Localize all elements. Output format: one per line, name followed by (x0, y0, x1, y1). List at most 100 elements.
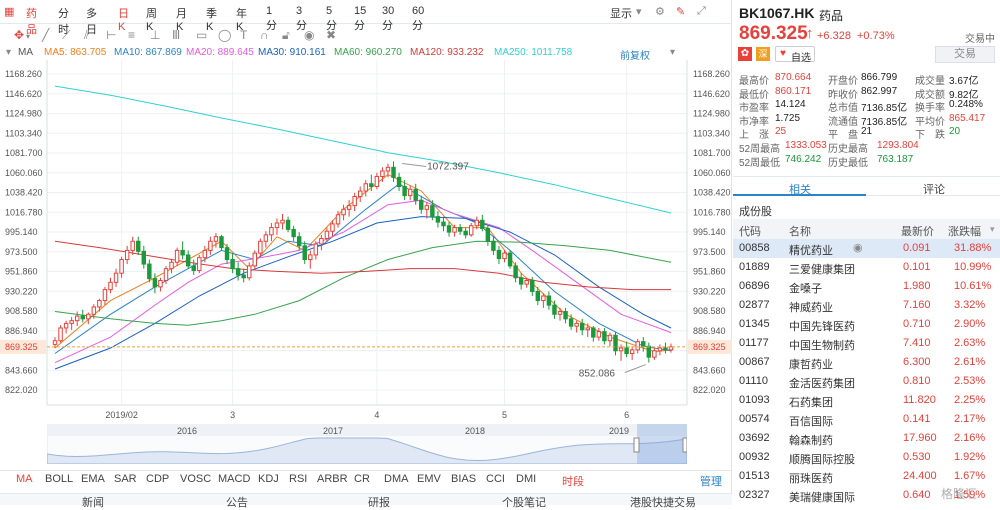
navigator-handle-right[interactable] (682, 437, 688, 453)
candle (58, 325, 63, 343)
period-tab-11[interactable]: 15分 (354, 5, 367, 32)
indicator-tab-rsi[interactable]: RSI (289, 473, 308, 485)
trash-icon[interactable]: ✖ (326, 28, 337, 42)
quote-field-value: 7136.85亿 (861, 103, 908, 115)
indicator-tab-cr[interactable]: CR (354, 473, 370, 485)
period-tab-7[interactable]: 年K (236, 8, 247, 33)
indicator-tab-ma[interactable]: MA (16, 473, 33, 485)
eye-icon[interactable]: ◉ (304, 28, 315, 42)
fib-tool-icon[interactable]: Ⅲ (172, 28, 181, 42)
table-row[interactable]: 01513 丽珠医药 24.400 1.67% (733, 467, 1000, 486)
indicator-tab-bias[interactable]: BIAS (451, 473, 477, 485)
period-tab-2[interactable]: 多日 (86, 8, 97, 36)
self-select-button[interactable]: ♥ 自选 (775, 46, 815, 64)
quote-field-value: 862.997 (861, 85, 898, 97)
indicator-tab-dma[interactable]: DMA (384, 473, 409, 485)
table-row[interactable]: 00932 顺腾国际控股 0.530 1.92% (733, 448, 1000, 467)
sort-icon[interactable]: ▾ (990, 224, 995, 234)
rect-tool-icon[interactable]: ▭ (196, 28, 208, 42)
period-tab-5[interactable]: 月K (176, 8, 187, 33)
eye-icon[interactable]: ◉ (853, 242, 863, 254)
bottom-tab[interactable]: 研报 (368, 497, 390, 509)
range-navigator[interactable]: 2016 2017 2018 2019 (46, 423, 688, 465)
period-tab-1[interactable]: 分时 (58, 8, 69, 36)
chevron-down-icon[interactable]: ▾ (636, 6, 642, 18)
bottom-tab[interactable]: 公告 (226, 497, 248, 509)
stock-name-cell: 翰森制药 (789, 435, 833, 447)
indicator-tab-kdj[interactable]: KDJ (258, 473, 279, 485)
x-tick-label: 3 (230, 410, 235, 420)
gear-icon[interactable]: ⚙ (655, 6, 665, 18)
table-row[interactable]: 02327 美瑞健康国际 0.640 1.59% (733, 486, 1000, 505)
candle (668, 343, 674, 353)
channel-tool-icon[interactable]: ⫽ (84, 28, 90, 42)
candle (291, 225, 296, 242)
indicator-tab-sar[interactable]: SAR (114, 473, 137, 485)
period-tab-8[interactable]: 1分 (266, 5, 277, 32)
indicator-tab-emv[interactable]: EMV (417, 473, 441, 485)
table-row[interactable]: 06896 金嗓子 1.980 10.61% (733, 277, 1000, 296)
col-price[interactable]: 最新价 (901, 226, 934, 238)
bottom-tab[interactable]: 个股笔记 (502, 497, 546, 509)
tab-comments[interactable]: 评论 (923, 184, 945, 196)
period-tab-3[interactable]: 日K (118, 8, 129, 33)
period-tab-0[interactable]: 药品 (26, 8, 37, 36)
ray-tool-icon[interactable]: ⟋ (62, 28, 71, 42)
indicator-tab-cci[interactable]: CCI (486, 473, 505, 485)
display-menu[interactable]: 显示 (610, 8, 632, 20)
table-row[interactable]: 03692 翰森制药 17.960 2.16% (733, 429, 1000, 448)
fullscreen-icon[interactable]: ⤢ (697, 5, 706, 17)
period-tab-4[interactable]: 周K (146, 8, 157, 33)
time-period-tab[interactable]: 时段 (562, 476, 584, 488)
bottom-tab[interactable]: 港股快捷交易 (630, 497, 696, 509)
chevron-down-icon[interactable]: ▾ (26, 32, 31, 41)
navigator-handle-left[interactable] (633, 437, 640, 453)
indicator-tab-arbr[interactable]: ARBR (317, 473, 348, 485)
chevron-down-icon[interactable]: ▾ (670, 47, 676, 58)
table-row[interactable]: 00858 精优药业 ◉ 0.091 31.88% (733, 239, 1000, 258)
period-tab-12[interactable]: 30分 (382, 5, 395, 32)
line-tool-icon[interactable]: ╱ (42, 28, 50, 42)
period-tab-13[interactable]: 60分 (412, 5, 425, 32)
table-row[interactable]: 01889 三爱健康集团 0.101 10.99% (733, 258, 1000, 277)
grid-icon[interactable]: ▦ (4, 6, 15, 18)
heart-icon: ♥ (780, 48, 786, 59)
magnet-icon[interactable]: ∩ (260, 28, 269, 42)
indicator-tab-dmi[interactable]: DMI (516, 473, 537, 485)
table-row[interactable]: 01345 中国先锋医药 0.710 2.90% (733, 315, 1000, 334)
price-cell: 0.091 (903, 242, 931, 254)
ma-label[interactable]: MA (18, 47, 33, 58)
hline-tool-icon[interactable]: ⊥ (150, 28, 161, 42)
table-row[interactable]: 00867 康哲药业 6.300 2.61% (733, 353, 1000, 372)
indicator-tab-macd[interactable]: MACD (218, 473, 251, 485)
table-row[interactable]: 02877 神威药业 7.160 3.32% (733, 296, 1000, 315)
tab-related[interactable]: 相关 (789, 184, 811, 196)
period-tab-6[interactable]: 季K (206, 8, 217, 33)
adjust-button[interactable]: 前复权 (620, 51, 650, 62)
parallel-tool-icon[interactable]: ≡ (128, 28, 136, 42)
table-row[interactable]: 01177 中国生物制药 7.410 2.63% (733, 334, 1000, 353)
period-tab-10[interactable]: 5分 (326, 5, 337, 32)
col-change[interactable]: 涨跌幅 (948, 226, 981, 238)
text-tool-icon[interactable]: T (240, 28, 248, 42)
trade-button[interactable]: 交易 (935, 46, 995, 63)
period-tab-9[interactable]: 3分 (296, 5, 307, 32)
candlestick-chart[interactable]: 1168.260 1168.260 1146.620 1146.620 1124.980… (0, 60, 732, 422)
crosshair-icon[interactable]: ✥ (14, 28, 25, 42)
indicator-tab-cdp[interactable]: CDP (146, 473, 170, 485)
circle-tool-icon[interactable]: ◯ (218, 28, 232, 42)
navigator-selection[interactable] (637, 424, 687, 464)
edit-icon[interactable]: ✎ (676, 6, 686, 18)
quote-field-label: 上 涨 (739, 130, 769, 142)
lock-icon[interactable]: 🔓︎ (282, 28, 290, 42)
indicator-tab-ema[interactable]: EMA (81, 473, 105, 485)
table-row[interactable]: 01093 石药集团 11.820 2.25% (733, 391, 1000, 410)
table-row[interactable]: 01110 金活医药集团 0.810 2.53% (733, 372, 1000, 391)
indicator-tab-vosc[interactable]: VOSC (180, 473, 212, 485)
indicator-tab-boll[interactable]: BOLL (45, 473, 74, 485)
chevron-down-icon[interactable]: ▾ (6, 47, 12, 58)
bottom-tab[interactable]: 新闻 (82, 497, 104, 509)
table-row[interactable]: 00574 百信国际 0.141 2.17% (733, 410, 1000, 429)
segment-tool-icon[interactable]: ⊢ (106, 28, 117, 42)
manage-button[interactable]: 管理 (700, 476, 722, 488)
